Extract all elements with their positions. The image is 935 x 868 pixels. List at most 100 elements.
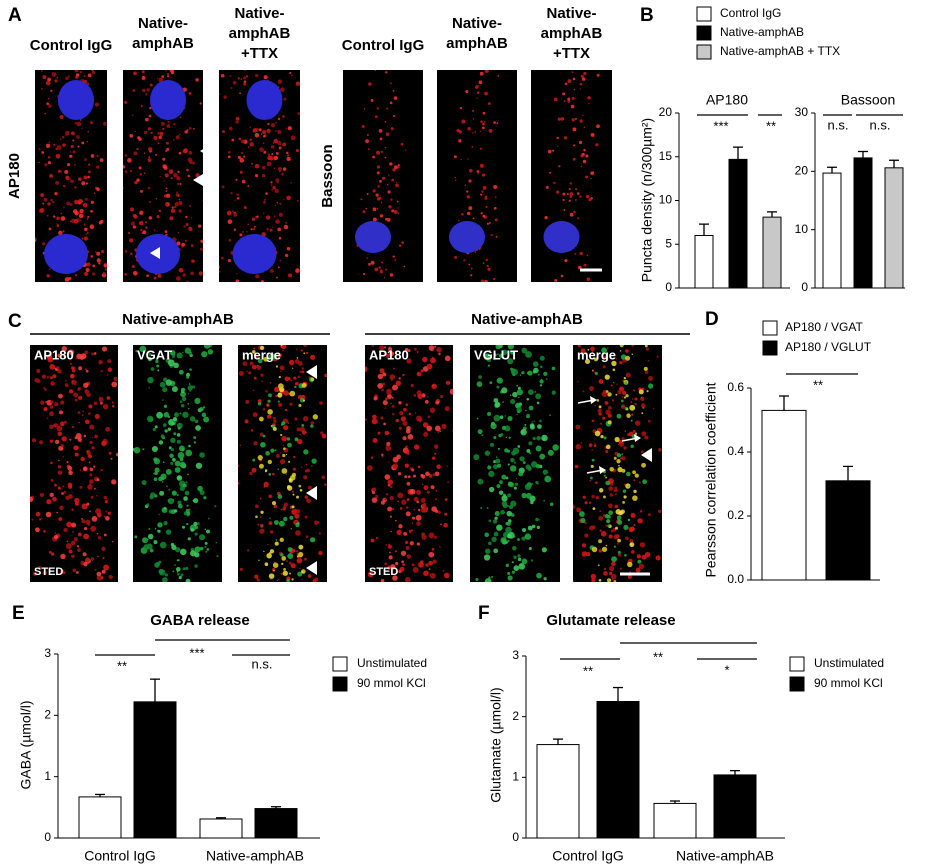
punctum bbox=[596, 399, 600, 402]
punctum bbox=[165, 190, 168, 192]
punctum bbox=[417, 465, 421, 469]
significance-label: n.s. bbox=[252, 656, 273, 671]
punctum bbox=[516, 389, 523, 396]
punctum bbox=[65, 130, 70, 136]
punctum bbox=[630, 401, 633, 403]
punctum bbox=[203, 496, 207, 500]
punctum bbox=[69, 362, 72, 365]
punctum bbox=[26, 79, 30, 83]
punctum bbox=[45, 80, 51, 86]
punctum bbox=[47, 77, 52, 82]
punctum bbox=[395, 561, 399, 566]
punctum bbox=[494, 218, 498, 222]
punctum bbox=[205, 69, 209, 73]
punctum bbox=[76, 545, 80, 548]
punctum bbox=[511, 570, 515, 574]
arrowhead bbox=[641, 448, 652, 462]
punctum bbox=[88, 461, 91, 464]
punctum bbox=[507, 345, 514, 350]
punctum bbox=[71, 369, 76, 373]
punctum bbox=[420, 560, 424, 564]
punctum bbox=[39, 440, 43, 445]
punctum bbox=[60, 444, 65, 448]
punctum bbox=[606, 519, 611, 524]
punctum bbox=[107, 367, 113, 372]
punctum bbox=[372, 414, 377, 420]
punctum bbox=[83, 382, 89, 388]
punctum bbox=[293, 376, 297, 380]
punctum bbox=[63, 206, 65, 209]
punctum bbox=[38, 161, 40, 164]
punctum bbox=[591, 546, 598, 553]
punctum bbox=[173, 173, 178, 178]
punctum bbox=[195, 78, 199, 82]
punctum bbox=[551, 390, 556, 395]
punctum bbox=[91, 515, 98, 522]
punctum bbox=[590, 464, 594, 468]
punctum bbox=[154, 425, 158, 429]
punctum bbox=[376, 207, 379, 210]
punctum bbox=[507, 531, 515, 539]
punctum bbox=[470, 274, 473, 277]
punctum bbox=[621, 456, 626, 461]
punctum bbox=[275, 454, 280, 458]
punctum bbox=[138, 137, 142, 141]
punctum bbox=[147, 357, 153, 362]
punctum bbox=[55, 368, 58, 372]
punctum bbox=[517, 445, 521, 448]
punctum bbox=[263, 75, 268, 80]
punctum bbox=[64, 170, 69, 174]
punctum bbox=[108, 156, 113, 161]
significance-label: ** bbox=[653, 649, 663, 664]
punctum bbox=[38, 565, 42, 569]
punctum bbox=[493, 531, 499, 537]
punctum bbox=[279, 259, 282, 262]
punctum bbox=[242, 361, 248, 366]
punctum bbox=[520, 429, 527, 436]
punctum bbox=[603, 571, 608, 576]
punctum bbox=[294, 437, 299, 442]
punctum bbox=[86, 140, 89, 143]
punctum bbox=[362, 272, 366, 276]
punctum bbox=[182, 567, 186, 571]
punctum bbox=[299, 370, 302, 373]
punctum bbox=[69, 178, 72, 180]
punctum bbox=[612, 382, 615, 384]
panel-label: B bbox=[640, 5, 654, 26]
punctum bbox=[93, 401, 98, 406]
punctum bbox=[572, 144, 576, 147]
punctum bbox=[379, 368, 385, 374]
punctum bbox=[611, 484, 613, 486]
punctum bbox=[259, 497, 262, 500]
punctum bbox=[132, 89, 136, 92]
punctum bbox=[129, 207, 135, 212]
punctum bbox=[141, 480, 147, 486]
punctum bbox=[592, 507, 596, 510]
punctum bbox=[146, 88, 150, 92]
bar bbox=[536, 744, 580, 839]
punctum bbox=[564, 82, 568, 86]
bar bbox=[761, 409, 807, 581]
punctum bbox=[85, 182, 89, 185]
punctum bbox=[631, 550, 635, 554]
punctum bbox=[259, 528, 265, 534]
arrowhead bbox=[150, 247, 160, 259]
punctum bbox=[270, 123, 275, 128]
punctum bbox=[367, 148, 370, 151]
punctum bbox=[365, 207, 367, 210]
significance-label: * bbox=[724, 662, 729, 677]
punctum bbox=[106, 396, 111, 400]
punctum bbox=[479, 130, 482, 132]
punctum bbox=[573, 504, 575, 510]
punctum bbox=[92, 210, 94, 213]
punctum bbox=[487, 267, 491, 271]
punctum bbox=[145, 93, 148, 96]
bar bbox=[762, 216, 782, 289]
punctum bbox=[36, 369, 41, 373]
punctum bbox=[436, 347, 442, 353]
punctum bbox=[176, 433, 181, 437]
punctum bbox=[389, 515, 392, 518]
punctum bbox=[96, 512, 102, 518]
punctum bbox=[150, 367, 155, 371]
punctum bbox=[584, 533, 589, 538]
